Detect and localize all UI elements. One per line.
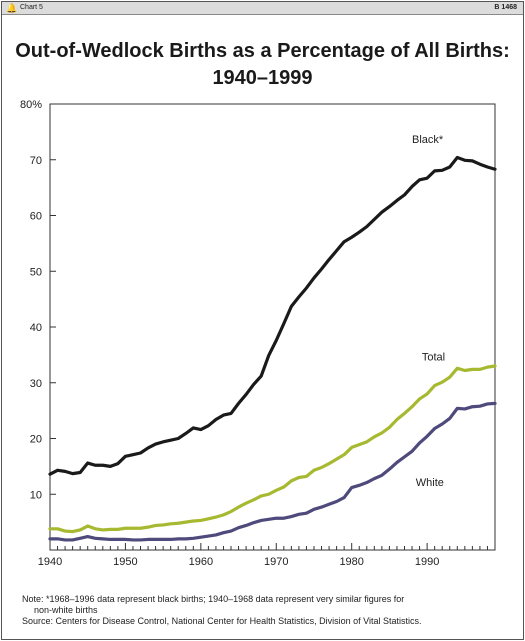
note-text: Note: *1968–1996 data represent black bi…: [22, 594, 405, 604]
y-tick-label: 60: [30, 211, 42, 223]
series-line-black: [48, 155, 497, 476]
y-tick-label: 20: [30, 434, 42, 446]
chart-title-line2: 1940–1999: [212, 67, 313, 89]
x-tick-label: 1960: [189, 556, 213, 568]
y-tick-label: 70: [30, 155, 42, 167]
y-tick-label: 10: [30, 489, 42, 501]
y-tick-label: 80%: [20, 99, 42, 111]
header-bar: 🔔 Chart 5 B 1468: [2, 2, 523, 15]
x-tick-label: 1990: [415, 556, 439, 568]
source-text: Source: Centers for Disease Control, Nat…: [22, 616, 422, 626]
series-label-white: White: [416, 477, 444, 489]
x-tick-label: 1950: [113, 556, 137, 568]
line-chart: 10 20 30 40 50 60 70 80% 1940 1950 1960 1970 1980 199…: [20, 99, 497, 568]
series-label-total: Total: [422, 351, 445, 363]
chart-title-line1: Out-of-Wedlock Births as a Percentage of…: [15, 40, 510, 62]
chart-notes: Note: *1968–1996 data represent black bi…: [22, 594, 517, 627]
x-tick-label: 1970: [264, 556, 288, 568]
x-tick-label: 1940: [38, 556, 62, 568]
series-line-total: [48, 364, 497, 534]
x-tick-label: 1980: [339, 556, 363, 568]
chart-code: B 1468: [494, 4, 517, 11]
chart-title: Out-of-Wedlock Births as a Percentage of…: [2, 38, 523, 92]
y-tick-label: 50: [30, 266, 42, 278]
chart-label: Chart 5: [20, 4, 43, 11]
series-line-white: [48, 401, 497, 542]
note-text-continued: non-white births: [34, 605, 98, 615]
y-tick-label: 30: [30, 378, 42, 390]
series-label-black: Black*: [412, 134, 444, 146]
y-tick-label: 40: [30, 322, 42, 334]
bell-icon: 🔔: [6, 3, 18, 13]
chart-area: 10 20 30 40 50 60 70 80% 1940 1950 1960 1970 1980 199…: [2, 94, 523, 574]
